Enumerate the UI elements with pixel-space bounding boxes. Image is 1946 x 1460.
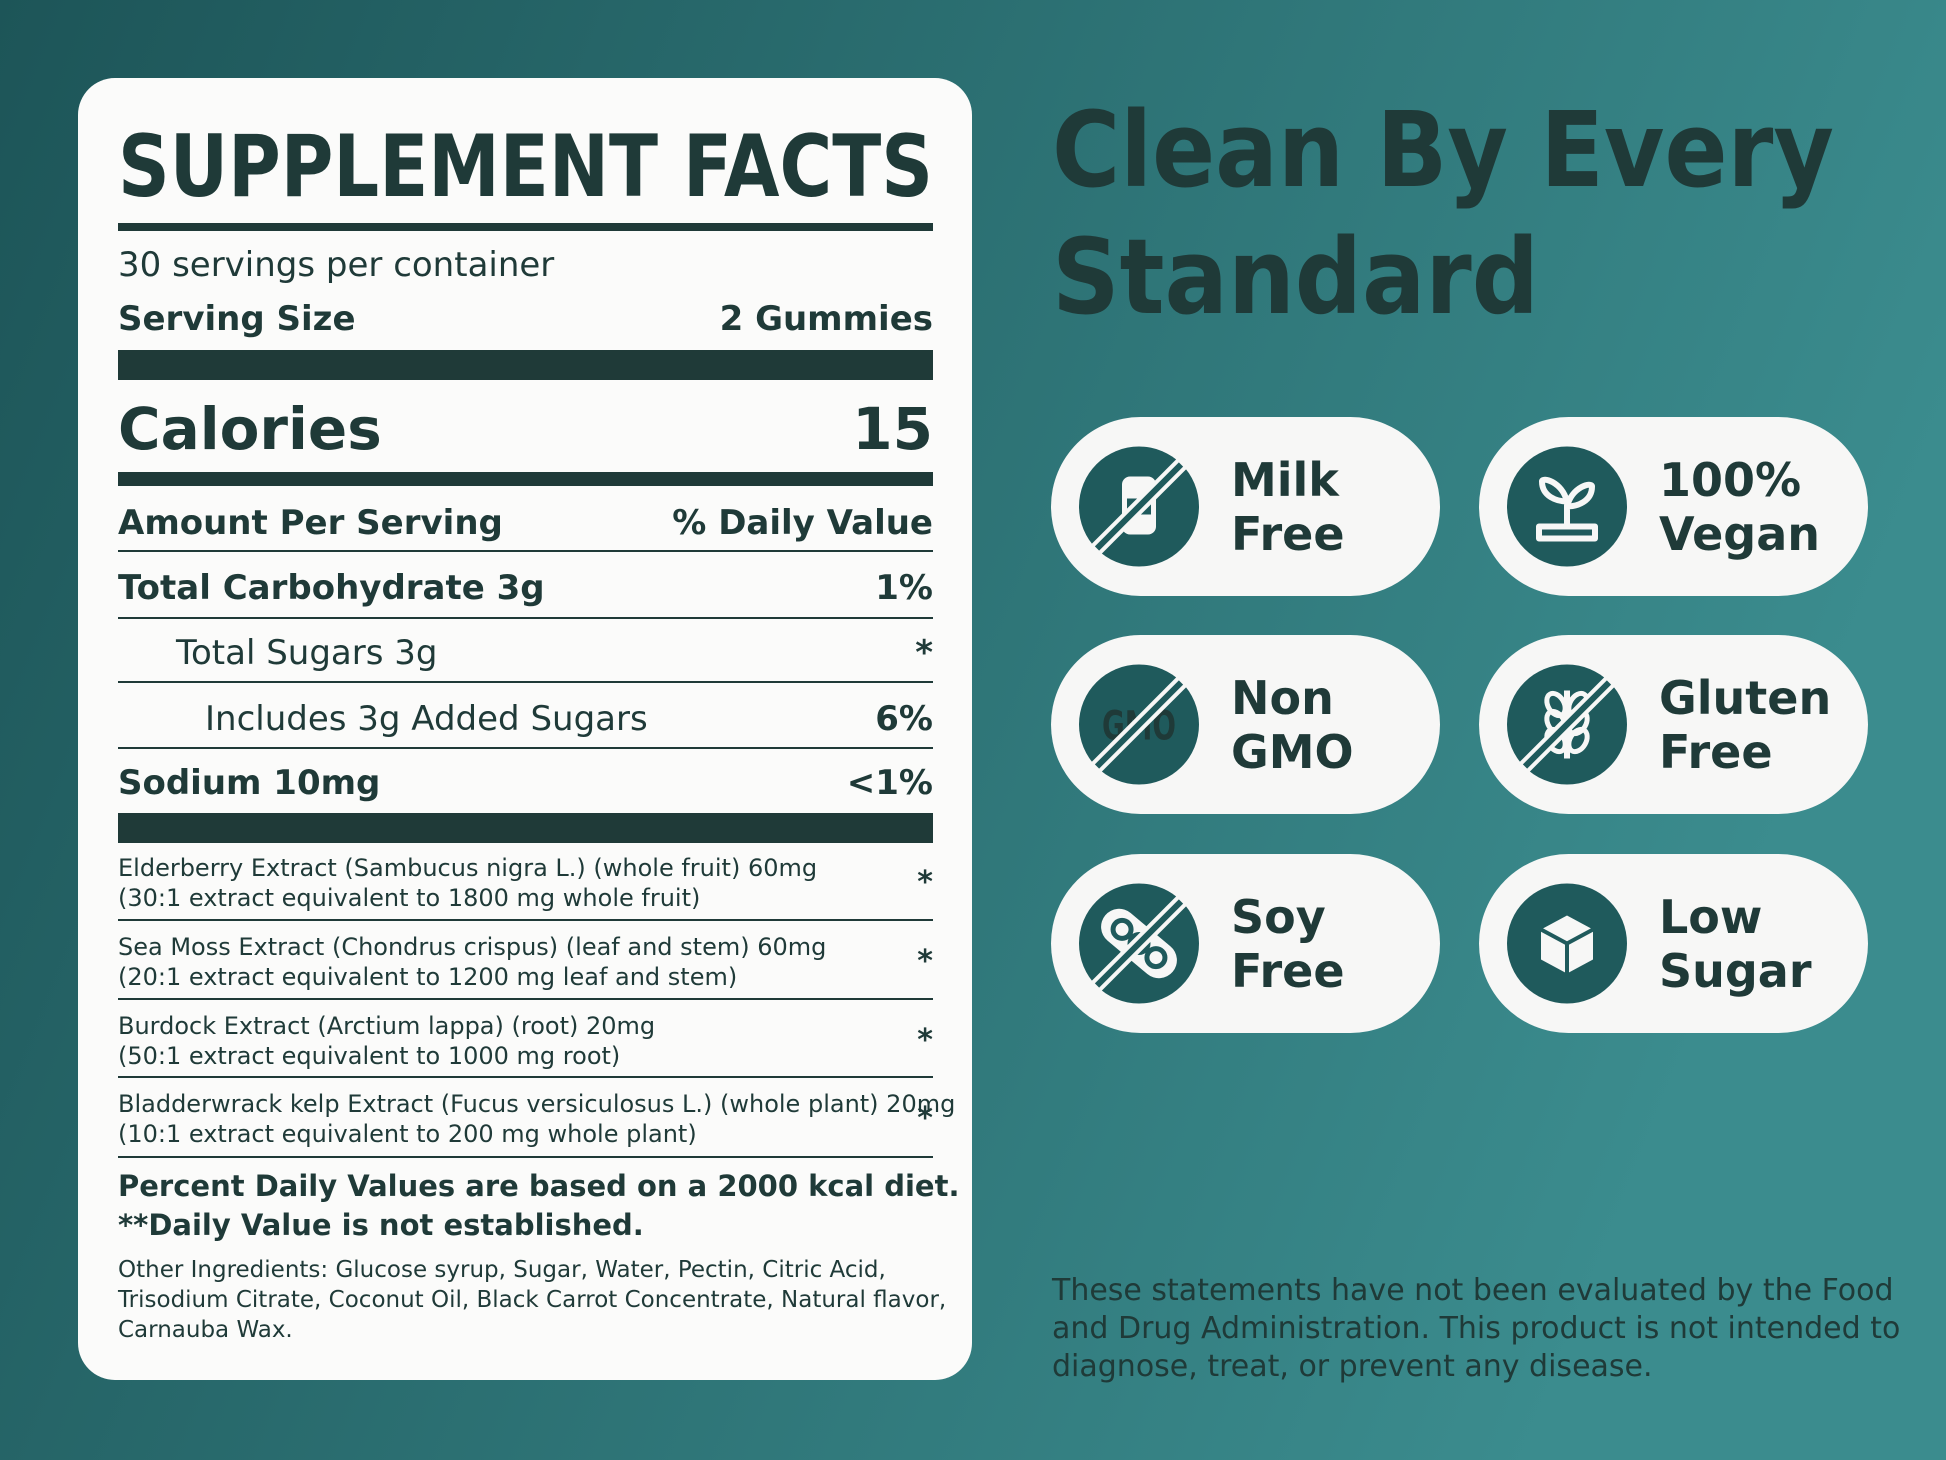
icon-slash xyxy=(1094,462,1184,551)
serving-label: Serving Size xyxy=(118,299,356,339)
rule xyxy=(118,472,933,486)
extract-line: (50:1 extract equivalent to 1000 mg root… xyxy=(118,1042,620,1070)
badge-label: Non xyxy=(1231,671,1334,725)
footnote: Percent Daily Values are based on a 2000… xyxy=(118,1169,959,1203)
rule xyxy=(118,617,933,619)
badge-label: Soy xyxy=(1231,890,1326,944)
disclaimer: diagnose, treat, or prevent any disease. xyxy=(1052,1349,1653,1384)
badge-label: Vegan xyxy=(1659,507,1820,561)
badge-label: Free xyxy=(1659,725,1773,779)
extract-dv: * xyxy=(917,944,933,979)
icon-shape xyxy=(1540,927,1594,974)
extract-dv: * xyxy=(917,1023,933,1058)
extract-line: (30:1 extract equivalent to 1800 mg whol… xyxy=(118,884,700,912)
other-ingredients: Trisodium Citrate, Coconut Oil, Black Ca… xyxy=(117,1287,946,1313)
badge: 100%Vegan xyxy=(1479,417,1868,596)
badge-label: Free xyxy=(1231,944,1345,998)
extract-line: Bladderwrack kelp Extract (Fucus versicu… xyxy=(118,1090,955,1118)
extract-line: (20:1 extract equivalent to 1200 mg leaf… xyxy=(118,963,737,991)
amount-value: % Daily Value xyxy=(672,503,933,543)
calories-label: Calories xyxy=(118,395,382,463)
nutrient-name: Includes 3g Added Sugars xyxy=(205,699,648,739)
icon-shape xyxy=(1566,726,1590,755)
extract-dv: * xyxy=(917,865,933,900)
amount-label: Amount Per Serving xyxy=(118,503,503,543)
rule xyxy=(118,1076,933,1078)
badge-label: 100% xyxy=(1659,453,1801,507)
disclaimer: These statements have not been evaluated… xyxy=(1051,1273,1894,1308)
rule xyxy=(118,681,933,683)
extract-line: Sea Moss Extract (Chondrus crispus) (lea… xyxy=(118,933,826,961)
rule xyxy=(118,350,933,380)
disclaimer: and Drug Administration. This product is… xyxy=(1052,1311,1900,1346)
facts-title: SUPPLEMENT FACTS xyxy=(118,117,933,217)
badge-label: Gluten xyxy=(1659,671,1831,725)
badge-label: GMO xyxy=(1231,725,1354,779)
nutrient-dv: 1% xyxy=(875,568,933,608)
extract-line: Elderberry Extract (Sambucus nigra L.) (… xyxy=(118,854,817,882)
other-ingredients: Other Ingredients: Glucose syrup, Sugar,… xyxy=(118,1257,886,1283)
icon-shape xyxy=(1110,917,1134,941)
nutrient-name: Total Sugars 3g xyxy=(175,633,437,673)
calories-value: 15 xyxy=(852,395,933,463)
rule xyxy=(118,747,933,749)
badge: GMONonGMO xyxy=(1051,635,1440,814)
nutrient-dv: * xyxy=(915,633,933,673)
badge-label: Sugar xyxy=(1659,944,1812,998)
rule xyxy=(118,998,933,1000)
rule xyxy=(118,1156,933,1158)
rule xyxy=(118,550,933,552)
extract-dv: * xyxy=(917,1101,933,1136)
badge-label: Milk xyxy=(1231,453,1340,507)
rule xyxy=(118,223,933,231)
icon-slash xyxy=(1522,680,1612,769)
extract-line: (10:1 extract equivalent to 200 mg whole… xyxy=(118,1120,697,1148)
icon-slash xyxy=(1094,899,1184,988)
icon-shape xyxy=(1144,946,1168,970)
nutrient-name: Total Carbohydrate 3g xyxy=(118,568,545,608)
icon-slash xyxy=(1094,680,1184,769)
extract-line: Burdock Extract (Arctium lappa) (root) 2… xyxy=(118,1012,655,1040)
other-ingredients: Carnauba Wax. xyxy=(118,1317,293,1343)
serving-value: 2 Gummies xyxy=(720,299,933,339)
badge-label: Low xyxy=(1659,890,1762,944)
nutrient-dv: 6% xyxy=(875,699,933,739)
facts-panel xyxy=(78,78,972,1380)
rule xyxy=(118,919,933,921)
headline: Clean By Every xyxy=(1052,89,1834,211)
icon-shape xyxy=(1536,476,1598,542)
nutrient-name: Sodium 10mg xyxy=(118,763,380,803)
servings: 30 servings per container xyxy=(118,245,554,285)
footnote: **Daily Value is not established. xyxy=(118,1208,644,1242)
badge-label: Free xyxy=(1231,507,1345,561)
rule xyxy=(118,813,933,843)
nutrient-dv: <1% xyxy=(847,763,933,803)
headline: Standard xyxy=(1052,216,1539,338)
